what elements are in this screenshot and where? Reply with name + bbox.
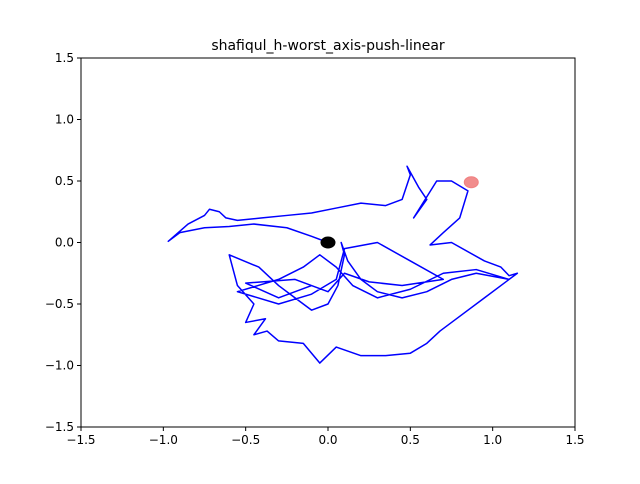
x-tick-label: 0.5 [401, 433, 420, 447]
y-tick-label: 1.0 [55, 113, 74, 127]
x-tick-label: 1.0 [483, 433, 502, 447]
x-tick-label: −0.5 [231, 433, 260, 447]
y-tick-label: −1.5 [45, 420, 74, 434]
axes-frame [80, 57, 576, 428]
y-tick-label: 1.5 [55, 51, 74, 65]
marker [463, 176, 479, 189]
y-tick-label: 0.5 [55, 174, 74, 188]
x-tick-label: 0.0 [318, 433, 337, 447]
x-tick-label: −1.5 [66, 433, 95, 447]
x-tick-label: −1.0 [149, 433, 178, 447]
y-tick-label: −1.0 [45, 359, 74, 373]
marker [320, 236, 336, 249]
y-tick-label: −0.5 [45, 297, 74, 311]
y-tick-label: 0.0 [55, 236, 74, 250]
x-tick-label: 1.5 [565, 433, 584, 447]
trajectory [167, 165, 519, 364]
chart-title: shafiqul_h-worst_axis-push-linear [211, 38, 445, 54]
